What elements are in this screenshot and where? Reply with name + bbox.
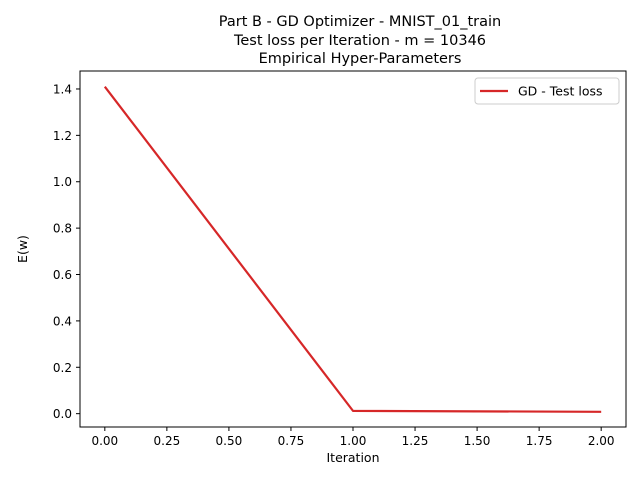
- x-tick-label: 1.25: [402, 434, 429, 448]
- x-axis-label: Iteration: [326, 450, 379, 465]
- y-tick-label: 1.4: [53, 82, 72, 96]
- y-tick-label: 0.2: [53, 361, 72, 375]
- y-tick-label: 0.8: [53, 222, 72, 236]
- y-tick-label: 0.6: [53, 268, 72, 282]
- plot-frame: [79, 70, 627, 428]
- y-tick-label: 1.2: [53, 129, 72, 143]
- plot-series: [103, 85, 602, 413]
- y-axis-label: E(w): [15, 235, 30, 263]
- y-tick-label: 1.0: [53, 175, 72, 189]
- title-line-2: Test loss per Iteration - m = 10346: [233, 33, 486, 49]
- x-tick-label: 0.75: [278, 434, 305, 448]
- y-axis-ticks: 0.0 0.2 0.4 0.6 0.8 1.0 1.2 1.4: [53, 82, 80, 421]
- x-tick-label: 0.00: [91, 434, 118, 448]
- chart-title: Part B - GD Optimizer - MNIST_01_train T…: [219, 14, 501, 67]
- x-tick-label: 0.25: [154, 434, 181, 448]
- legend-box: [474, 77, 620, 105]
- x-tick-label: 1.50: [464, 434, 491, 448]
- x-tick-label: 1.00: [340, 434, 367, 448]
- legend: GD - Test loss: [474, 77, 620, 105]
- x-axis-ticks: 0.00 0.25 0.50 0.75 1.00 1.25 1.50 1.75 2.00: [91, 427, 615, 448]
- x-tick-label: 0.50: [216, 434, 243, 448]
- title-line-3: Empirical Hyper-Parameters: [259, 51, 462, 67]
- y-tick-label: 0.4: [53, 314, 72, 328]
- legend-label-gd-test-loss: GD - Test loss: [518, 84, 603, 99]
- x-tick-label: 1.75: [526, 434, 553, 448]
- x-tick-label: 2.00: [588, 434, 615, 448]
- series-line-gd-test-loss: [103, 85, 602, 413]
- title-line-1: Part B - GD Optimizer - MNIST_01_train: [219, 14, 501, 30]
- y-tick-label: 0.0: [53, 407, 72, 421]
